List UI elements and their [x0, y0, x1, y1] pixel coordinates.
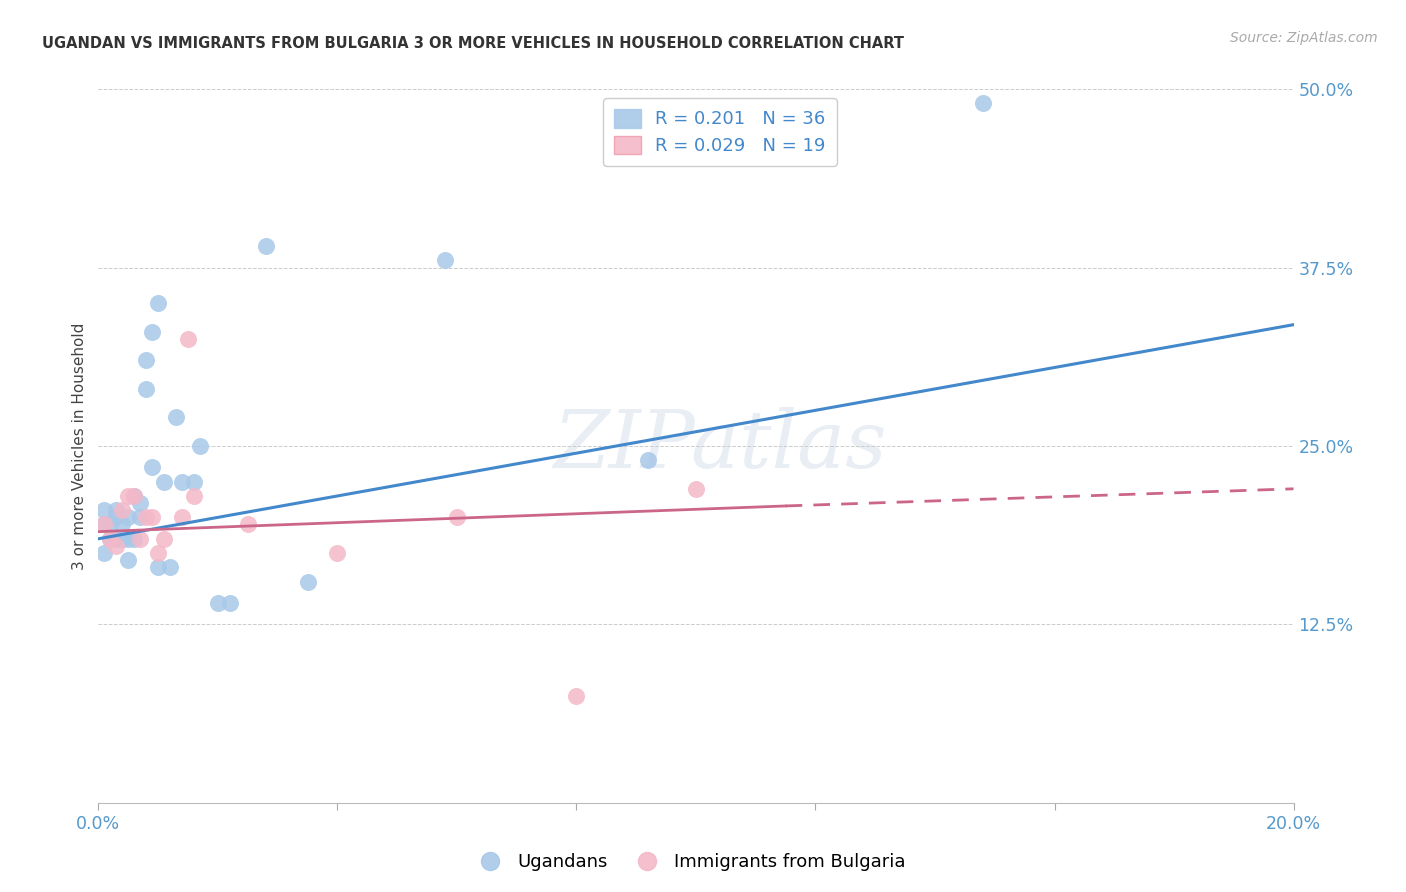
Point	[565, 689, 588, 703]
Point	[172, 475, 194, 489]
Point	[124, 532, 146, 546]
Point	[148, 296, 170, 310]
Point	[124, 489, 146, 503]
Point	[188, 439, 211, 453]
Point	[111, 532, 134, 546]
Point	[117, 510, 139, 524]
Point	[135, 382, 157, 396]
Point	[172, 510, 194, 524]
Point	[98, 532, 122, 546]
Point	[117, 553, 139, 567]
Point	[105, 510, 128, 524]
Point	[165, 410, 187, 425]
Text: Source: ZipAtlas.com: Source: ZipAtlas.com	[1230, 31, 1378, 45]
Point	[326, 546, 349, 560]
Point	[219, 596, 242, 610]
Point	[105, 503, 128, 517]
Y-axis label: 3 or more Vehicles in Household: 3 or more Vehicles in Household	[72, 322, 87, 570]
Point	[297, 574, 319, 589]
Point	[177, 332, 200, 346]
Point	[141, 510, 163, 524]
Point	[434, 253, 457, 268]
Point	[93, 546, 115, 560]
Point	[148, 560, 170, 574]
Point	[207, 596, 229, 610]
Point	[111, 503, 134, 517]
Point	[129, 510, 152, 524]
Legend: Ugandans, Immigrants from Bulgaria: Ugandans, Immigrants from Bulgaria	[465, 847, 912, 879]
Text: ZIPatlas: ZIPatlas	[553, 408, 887, 484]
Point	[93, 503, 115, 517]
Point	[105, 539, 128, 553]
Point	[153, 475, 176, 489]
Point	[135, 510, 157, 524]
Point	[135, 353, 157, 368]
Point	[129, 496, 152, 510]
Point	[98, 532, 122, 546]
Legend: R = 0.201   N = 36, R = 0.029   N = 19: R = 0.201 N = 36, R = 0.029 N = 19	[603, 98, 837, 166]
Point	[183, 489, 205, 503]
Point	[153, 532, 176, 546]
Point	[183, 475, 205, 489]
Point	[141, 460, 163, 475]
Point	[93, 517, 115, 532]
Point	[117, 489, 139, 503]
Point	[637, 453, 659, 467]
Point	[254, 239, 277, 253]
Point	[111, 517, 134, 532]
Point	[236, 517, 259, 532]
Point	[93, 517, 115, 532]
Point	[124, 489, 146, 503]
Point	[98, 517, 122, 532]
Text: UGANDAN VS IMMIGRANTS FROM BULGARIA 3 OR MORE VEHICLES IN HOUSEHOLD CORRELATION : UGANDAN VS IMMIGRANTS FROM BULGARIA 3 OR…	[42, 36, 904, 51]
Point	[446, 510, 468, 524]
Point	[105, 532, 128, 546]
Point	[972, 96, 994, 111]
Point	[117, 532, 139, 546]
Point	[129, 532, 152, 546]
Point	[685, 482, 707, 496]
Point	[159, 560, 181, 574]
Point	[141, 325, 163, 339]
Point	[148, 546, 170, 560]
